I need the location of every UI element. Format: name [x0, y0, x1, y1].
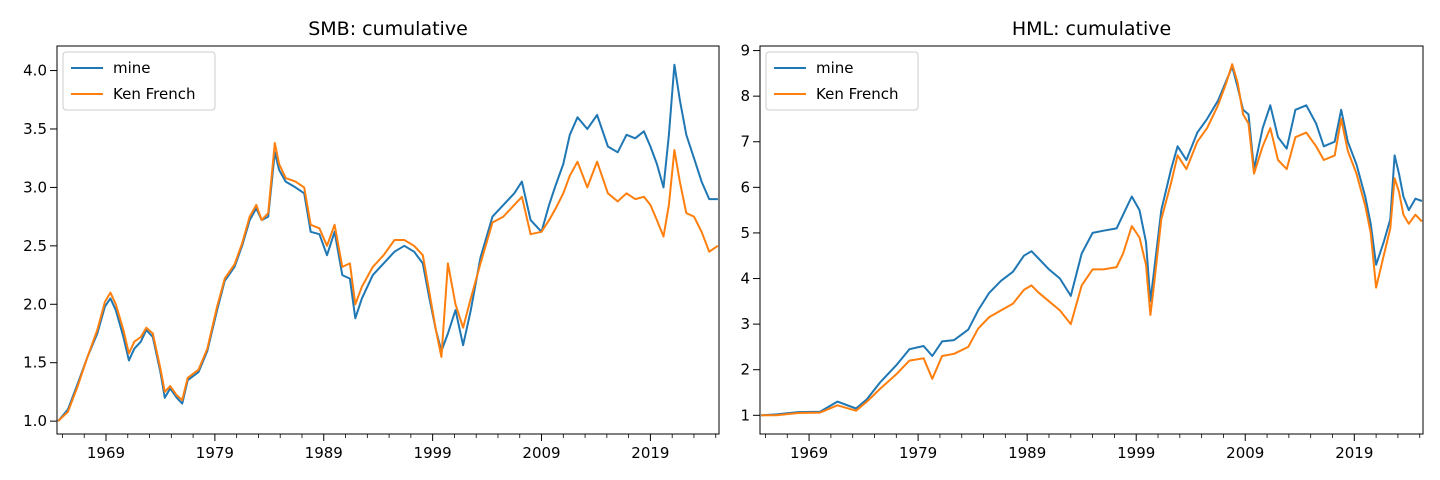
legend-box: [62, 51, 216, 111]
y-tick-label: 3.0: [23, 178, 47, 196]
y-tick-label: 4: [740, 270, 750, 288]
y-tick-label: 7: [740, 133, 750, 151]
x-tick-label: 1989: [305, 444, 343, 462]
series-line-mine: [57, 63, 718, 422]
y-tick-label: 2.5: [23, 237, 47, 255]
x-tick-label: 1969: [87, 444, 125, 462]
subplot-2: HML: cumulative 1969 1979 1989 1999 2009 2019 1…: [740, 18, 1424, 462]
x-tick-label: 2019: [1335, 444, 1373, 462]
x-tick-label: 1969: [790, 444, 828, 462]
y-tick-label: 2: [740, 361, 750, 379]
y-tick-label: 1: [740, 406, 750, 424]
x-tick-label: 1999: [1117, 444, 1155, 462]
legend-label: Ken French: [816, 85, 898, 103]
series-line-ken-french: [761, 63, 1423, 417]
legend-label: mine: [816, 59, 854, 77]
y-tick-label: 6: [740, 178, 750, 196]
legend: mine Ken French: [62, 51, 216, 111]
axes-frame: [759, 45, 1424, 435]
y-tick-label: 4.0: [23, 62, 47, 80]
x-tick-label: 1979: [196, 444, 234, 462]
axes-frame: [56, 45, 720, 435]
y-tick-label: 5: [740, 224, 750, 242]
series-line-mine: [761, 65, 1423, 417]
chart-title: SMB: cumulative: [308, 18, 468, 40]
y-tick-label: 1.0: [23, 412, 47, 430]
y-tick-label: 1.5: [23, 354, 47, 372]
series-line-ken-french: [57, 142, 719, 422]
y-tick-label: 9: [740, 42, 750, 60]
x-tick-label: 2019: [631, 444, 669, 462]
x-tick-label: 2009: [522, 444, 560, 462]
chart-title: HML: cumulative: [1012, 18, 1171, 40]
y-tick-label: 8: [740, 87, 750, 105]
x-tick-label: 1979: [899, 444, 937, 462]
legend-box: [765, 51, 919, 111]
legend-label: mine: [113, 59, 151, 77]
y-tick-label: 3.5: [23, 120, 47, 138]
subplot-1: SMB: cumulative 1969 1979 1989 1999 2009 2019 1…: [23, 18, 720, 462]
x-tick-label: 1989: [1008, 444, 1046, 462]
legend: mine Ken French: [765, 51, 919, 111]
y-tick-label: 2.0: [23, 295, 47, 313]
x-tick-label: 2009: [1226, 444, 1264, 462]
legend-label: Ken French: [113, 85, 195, 103]
y-tick-label: 3: [740, 315, 750, 333]
x-tick-label: 1999: [414, 444, 452, 462]
